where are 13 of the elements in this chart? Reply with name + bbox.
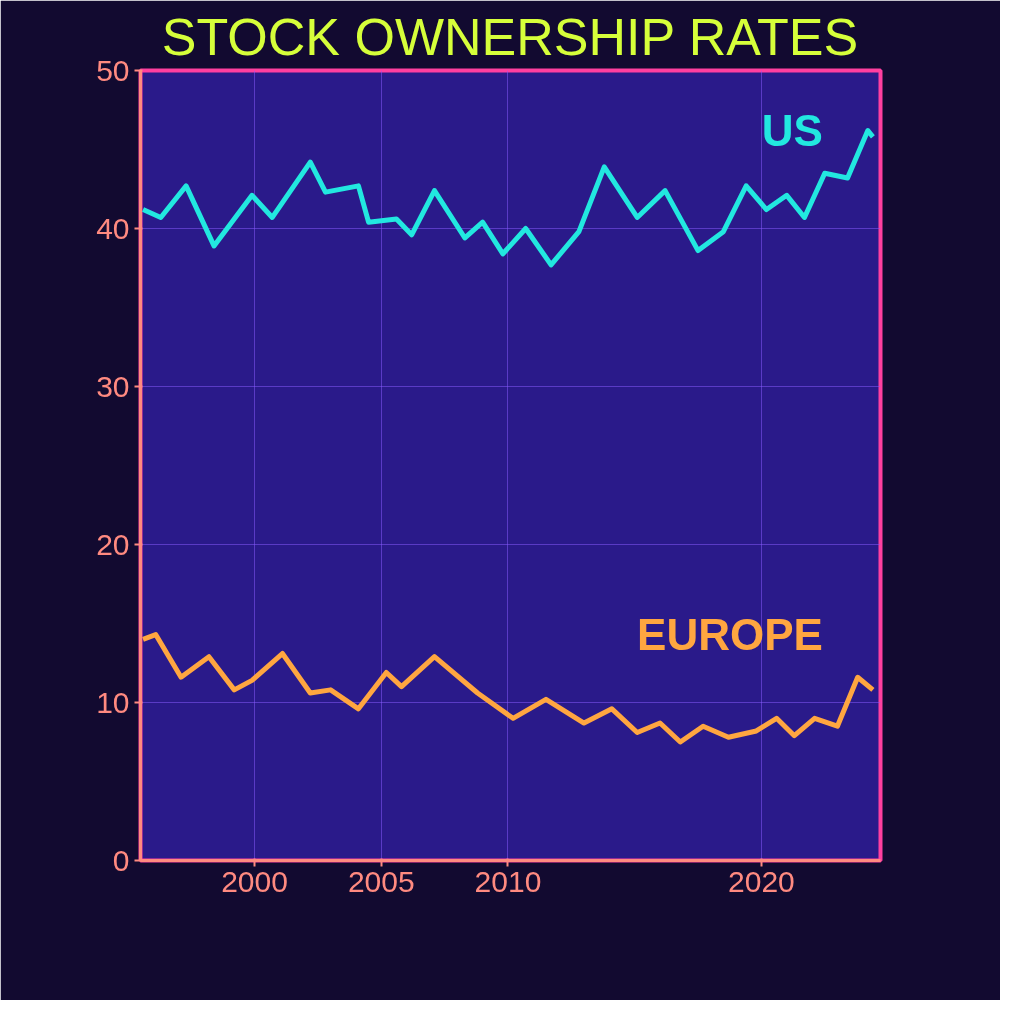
x-tick-label: 2000 [221, 864, 288, 898]
y-tick-label: 40 [96, 211, 130, 245]
y-tick-label: 10 [96, 685, 130, 719]
y-tick-label: 50 [96, 53, 130, 87]
y-tick-label: 20 [96, 527, 130, 561]
y-tick-label: 0 [112, 843, 130, 877]
y-tick-label: 30 [96, 369, 130, 403]
chart-title: STOCK OWNERSHIP RATES [161, 7, 859, 66]
series-label: US [761, 106, 823, 156]
x-tick-label: 2020 [728, 864, 795, 898]
series-label: EUROPE [637, 610, 823, 660]
x-tick-label: 2010 [474, 864, 542, 898]
x-tick-label: 2005 [347, 864, 415, 898]
